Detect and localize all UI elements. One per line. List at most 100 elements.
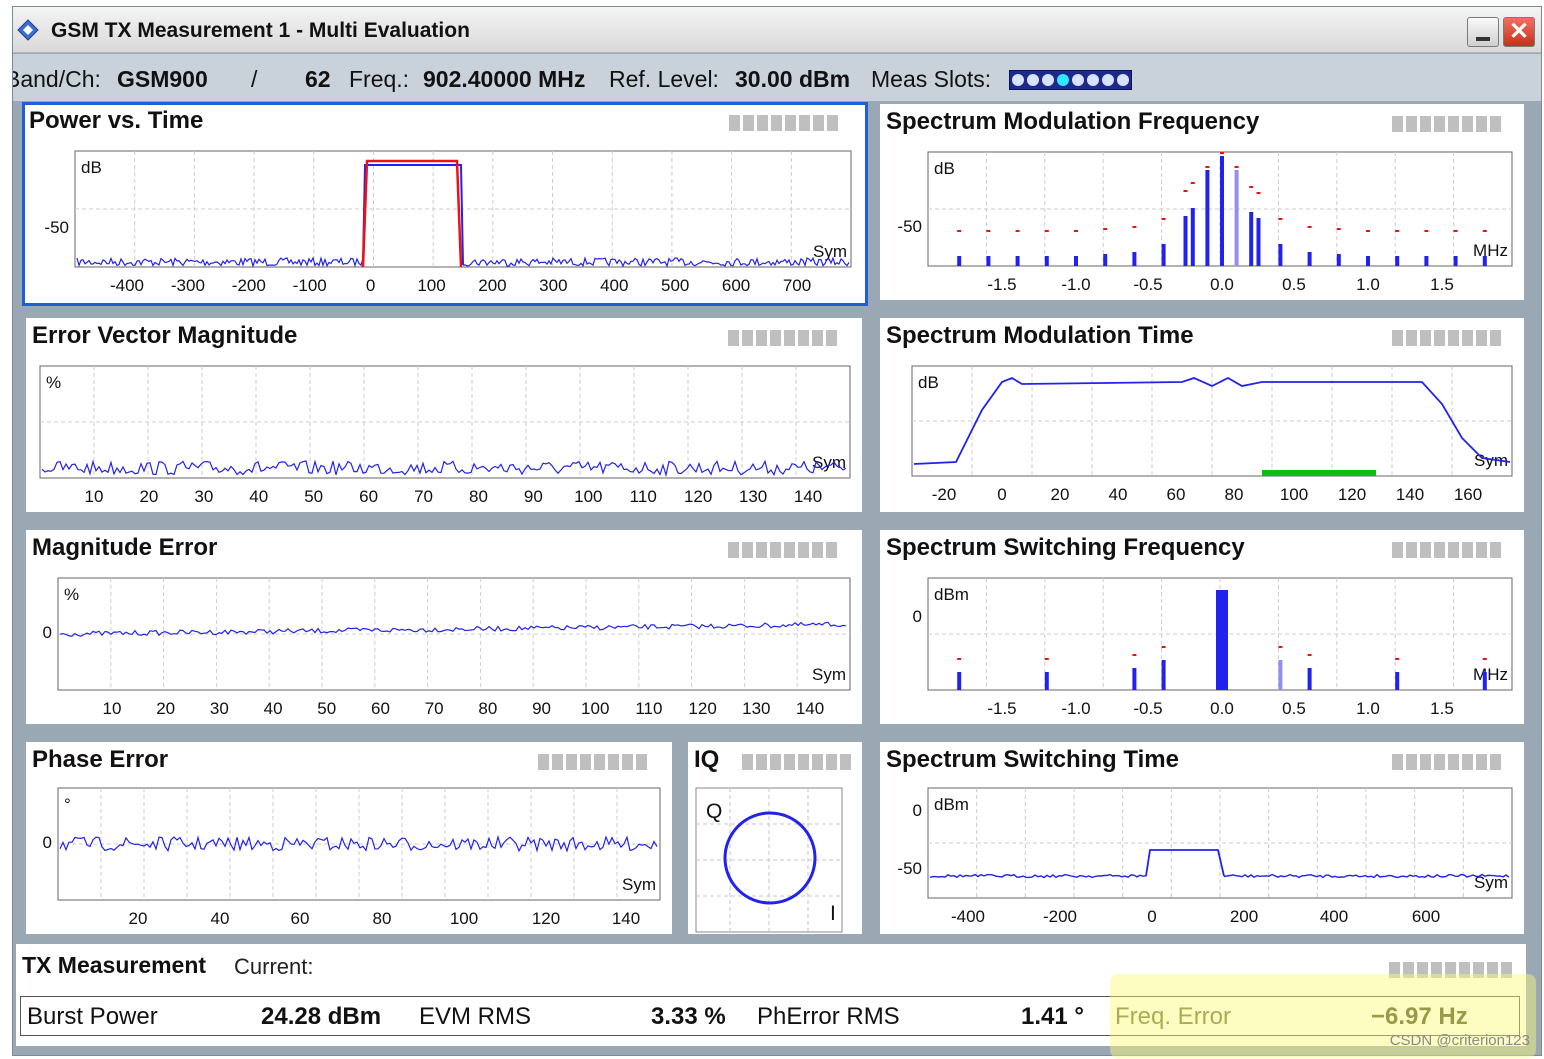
x-tick-label: 160 <box>1454 485 1482 504</box>
smf-limit-mark <box>1249 186 1254 188</box>
panel-status-indicator <box>1392 116 1501 132</box>
ssf-limit-mark <box>1395 658 1400 660</box>
x-tick-label: 0.0 <box>1210 699 1234 718</box>
band-label: Band/Ch: <box>13 66 101 92</box>
smf-limit-mark <box>1044 230 1049 232</box>
y-tick-label: 0 <box>913 607 922 626</box>
smf-limit-mark <box>1336 228 1341 230</box>
x-tick-label: -1.5 <box>987 275 1016 294</box>
pe-trace <box>59 834 658 853</box>
meas-slots-label: Meas Slots: <box>871 66 992 92</box>
panel-spectrum-modulation-time[interactable]: Spectrum Modulation Time dB Sym -20 0 20 40 60… <box>880 318 1524 512</box>
panel-error-vector-magnitude[interactable]: Error Vector Magnitude % Sym 10 20 30 40 50 60 7… <box>26 318 862 512</box>
x-tick-label: 130 <box>739 487 767 506</box>
x-tick-label: 140 <box>612 909 640 928</box>
panel-power-vs-time[interactable]: Power vs. Time dB Sym -400 -300 -200 -100 0 100… <box>22 102 868 306</box>
smf-bar <box>1234 170 1239 266</box>
smf-bar <box>1220 156 1224 266</box>
close-button[interactable]: ✕ <box>1503 17 1535 47</box>
y-unit-label: dB <box>918 373 939 392</box>
tx-results-row: Burst Power 24.28 dBm EVM RMS 3.33 % PhE… <box>20 996 1520 1036</box>
x-tick-label: 20 <box>129 909 148 928</box>
x-tick-label: 120 <box>532 909 560 928</box>
x-unit-label: Sym <box>812 665 846 684</box>
ssf-limit-mark <box>1307 654 1312 656</box>
panel-iq[interactable]: IQ Q I <box>688 742 862 934</box>
x-tick-label: 200 <box>478 276 506 295</box>
panel-status-indicator <box>728 542 837 558</box>
smf-limit-mark <box>1256 192 1261 194</box>
y-unit-label: ° <box>64 795 71 814</box>
x-tick-label: 0.5 <box>1282 275 1306 294</box>
x-tick-label: 120 <box>688 699 716 718</box>
x-tick-label: 80 <box>478 699 497 718</box>
x-tick-label: -400 <box>110 276 144 295</box>
smf-limit-mark <box>1220 152 1224 154</box>
x-tick-label: -1.0 <box>1061 699 1090 718</box>
ssf-bar <box>1278 660 1283 690</box>
minimize-button[interactable] <box>1467 17 1499 47</box>
x-tick-label: 100 <box>450 909 478 928</box>
smf-bar <box>986 256 991 266</box>
smf-bar <box>1015 256 1020 266</box>
freq-value: 902.40000 MHz <box>423 66 586 92</box>
slot-0-dot <box>1012 74 1024 86</box>
panel-status-indicator <box>729 115 838 131</box>
smf-bar <box>957 256 962 266</box>
panel-spectrum-switching-frequency[interactable]: Spectrum Switching Frequency dBm MHz -1.5 -… <box>880 530 1524 724</box>
x-tick-label: 0.0 <box>1210 275 1234 294</box>
slot-1-dot <box>1027 74 1039 86</box>
smf-limit-mark <box>1074 230 1078 232</box>
pherror-rms-label: PhError RMS <box>757 1003 900 1030</box>
x-tick-label: 1.0 <box>1356 275 1380 294</box>
x-unit-label: Sym <box>1474 451 1508 470</box>
x-tick-label: 1.5 <box>1430 275 1454 294</box>
ssf-limit-mark <box>1278 646 1283 648</box>
band-value: GSM900 <box>117 66 208 92</box>
panel-spectrum-switching-time[interactable]: Spectrum Switching Time dBm Sym -400 -200 0 2… <box>880 742 1524 934</box>
y-unit-label: % <box>46 373 61 392</box>
ssf-limit-mark <box>1482 658 1487 660</box>
tx-measurement-title: TX Measurement <box>22 952 207 978</box>
panel-status-indicator <box>538 754 647 770</box>
x-tick-label: 80 <box>1225 485 1244 504</box>
x-tick-label: 200 <box>1230 907 1258 926</box>
panel-phase-error[interactable]: Phase Error ° Sym 20 40 60 80 100 120 140 0 <box>26 742 672 934</box>
watermark-text: CSDN @criterion123 <box>1389 1032 1530 1049</box>
mag-plot: % Sym 10 20 30 40 50 60 70 80 90 100 110 120 130 140 0 <box>43 577 851 718</box>
iq-q-label: Q <box>706 800 722 823</box>
smf-limit-mark <box>1234 166 1239 168</box>
x-tick-label: 300 <box>539 276 567 295</box>
freq-error-value: −6.97 Hz <box>1371 1003 1468 1030</box>
ssf-limit-mark <box>1161 646 1166 648</box>
panel-spectrum-modulation-frequency[interactable]: Spectrum Modulation Frequency dB MHz -1.5 -… <box>880 104 1524 300</box>
ref-level-label: Ref. Level: <box>609 66 719 92</box>
panel-title: Spectrum Modulation Time <box>886 322 1194 349</box>
panel-status-indicator <box>1392 542 1501 558</box>
smt-green-range-bar <box>1262 470 1376 476</box>
smf-bar <box>1278 244 1283 266</box>
x-tick-label: 70 <box>414 487 433 506</box>
slot-7-dot <box>1117 74 1129 86</box>
x-tick-label: 50 <box>317 699 336 718</box>
x-tick-label: 0.5 <box>1282 699 1306 718</box>
panel-title: IQ <box>694 746 720 773</box>
x-unit-label: MHz <box>1473 241 1508 260</box>
panel-title: Power vs. Time <box>29 107 204 134</box>
panel-title: Phase Error <box>32 746 169 773</box>
smf-limit-mark <box>1132 226 1137 228</box>
smf-bar <box>1044 256 1049 266</box>
panel-title: Magnitude Error <box>32 534 218 561</box>
smf-bar <box>1336 254 1341 266</box>
smf-limit-mark <box>957 230 962 232</box>
x-tick-label: 100 <box>417 276 445 295</box>
x-tick-label: 50 <box>304 487 323 506</box>
freq-label: Freq.: <box>349 66 410 92</box>
panel-magnitude-error[interactable]: Magnitude Error % Sym 10 20 30 40 50 60 70 80 90 10… <box>26 530 862 724</box>
y-tick-label: -50 <box>44 218 69 237</box>
burst-power-value: 24.28 dBm <box>261 1003 382 1030</box>
meas-slots-indicator[interactable] <box>1009 70 1132 90</box>
smf-bar <box>1249 212 1254 266</box>
y-tick-label: -50 <box>897 217 922 236</box>
panel-title: Spectrum Modulation Frequency <box>886 108 1260 135</box>
